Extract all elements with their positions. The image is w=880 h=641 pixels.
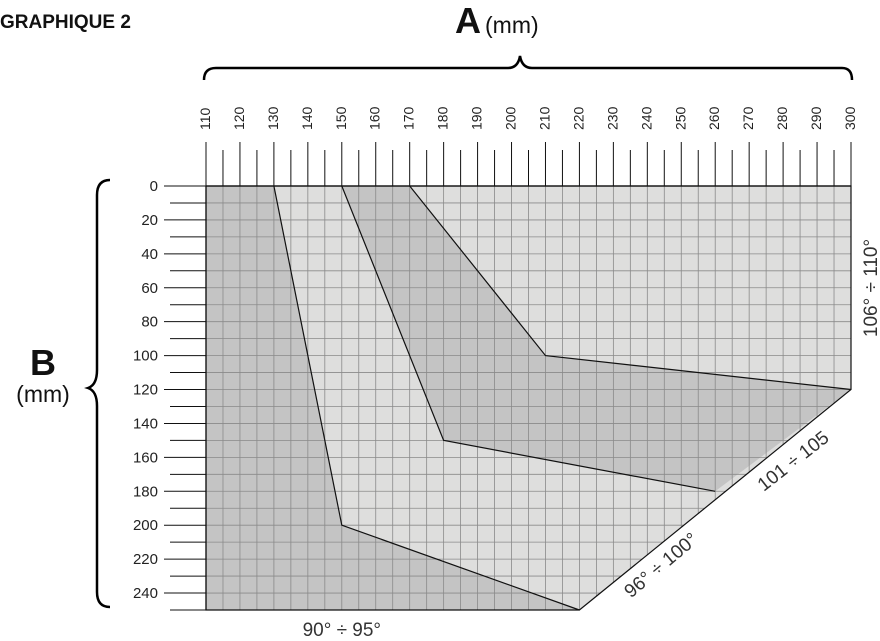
x-tick-label: 170 bbox=[401, 106, 417, 130]
y-axis-title: B (mm) bbox=[0, 342, 86, 408]
x-tick-label: 300 bbox=[842, 106, 858, 130]
y-tick-label: 0 bbox=[150, 178, 158, 195]
x-tick-label: 200 bbox=[503, 106, 519, 130]
y-axis-letter: B bbox=[30, 342, 56, 383]
x-tick-label: 230 bbox=[604, 106, 620, 130]
x-tick-label: 290 bbox=[808, 106, 824, 130]
x-axis-brace bbox=[202, 55, 854, 81]
x-tick-label: 160 bbox=[367, 106, 383, 130]
x-tick-label: 250 bbox=[672, 106, 688, 130]
zone-101-105 bbox=[341, 186, 851, 492]
x-tick-label: 150 bbox=[333, 106, 349, 130]
y-tick-label: 140 bbox=[133, 415, 158, 432]
x-tick-label: 260 bbox=[706, 106, 722, 130]
boundary-line-1 bbox=[273, 185, 580, 611]
x-tick-label: 110 bbox=[197, 107, 213, 130]
y-tick-label: 100 bbox=[133, 348, 158, 365]
x-axis-letter: A bbox=[455, 0, 481, 41]
boundary-line-2 bbox=[341, 185, 716, 492]
x-tick-label: 180 bbox=[435, 106, 451, 130]
y-tick-label: 160 bbox=[133, 449, 158, 466]
y-axis-brace bbox=[84, 178, 111, 609]
x-tick-label: 240 bbox=[638, 106, 654, 130]
y-tick-label: 60 bbox=[141, 280, 158, 297]
x-tick-label: 220 bbox=[570, 106, 586, 130]
y-tick-label: 180 bbox=[133, 483, 158, 500]
x-axis-title: A (mm) bbox=[455, 0, 539, 42]
y-tick-label: 20 bbox=[141, 212, 158, 229]
y-tick-label: 240 bbox=[133, 585, 158, 602]
chart-title: GRAPHIQUE 2 bbox=[0, 12, 131, 33]
x-axis-unit: (mm) bbox=[485, 12, 539, 38]
boundary-line-3 bbox=[409, 185, 852, 391]
y-tick-label: 120 bbox=[133, 382, 158, 399]
x-tick-label: 210 bbox=[536, 106, 552, 130]
y-tick-label: 220 bbox=[133, 551, 158, 568]
x-tick-label: 280 bbox=[774, 106, 790, 130]
x-tick-label: 190 bbox=[469, 106, 485, 130]
zone-label-90-95: 90° ÷ 95° bbox=[303, 620, 381, 641]
x-tick-label: 120 bbox=[231, 106, 247, 130]
x-tick-label: 140 bbox=[299, 106, 315, 130]
zone-90-95 bbox=[206, 186, 580, 610]
y-axis-unit: (mm) bbox=[16, 381, 70, 407]
y-tick-label: 80 bbox=[141, 314, 158, 331]
zone-label-106-110: 106° ÷ 110° bbox=[861, 239, 880, 337]
y-tick-label: 200 bbox=[133, 517, 158, 534]
x-tick-label: 270 bbox=[740, 106, 756, 130]
y-tick-label: 40 bbox=[141, 246, 158, 263]
x-tick-label: 130 bbox=[265, 106, 281, 130]
